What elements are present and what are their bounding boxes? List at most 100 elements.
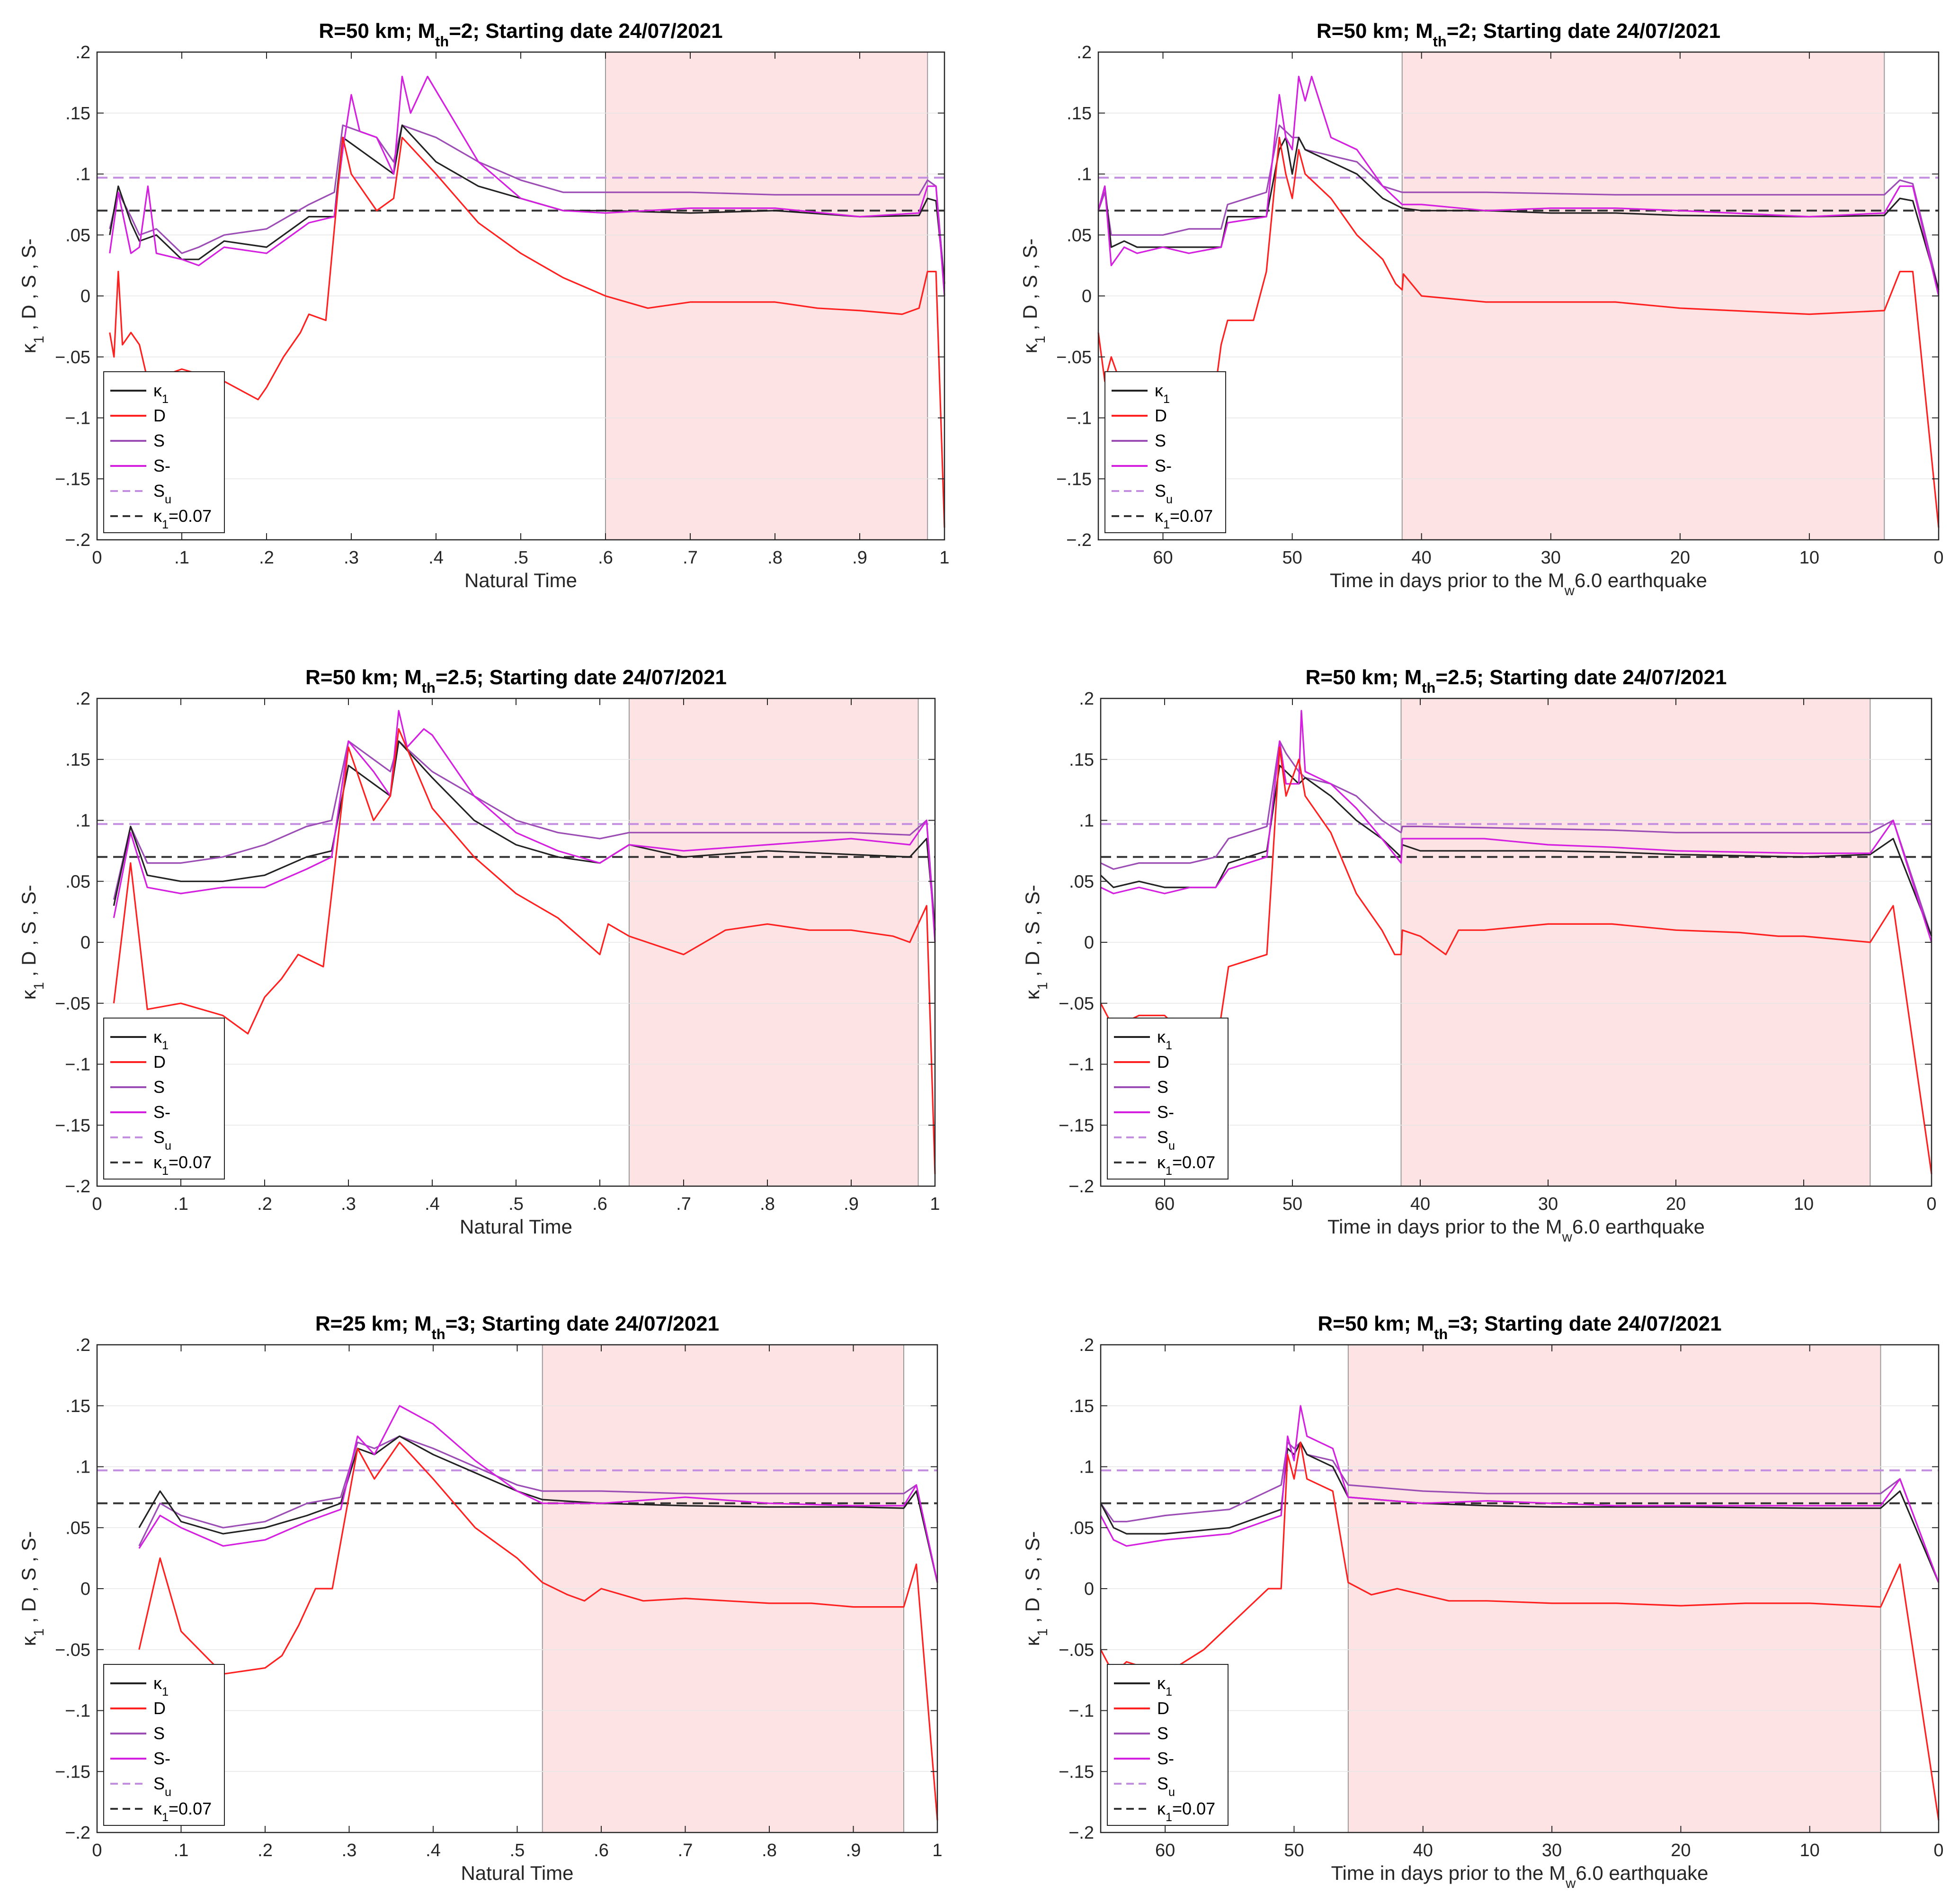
sminus-series-line [113,710,936,943]
y-tick-label: −.2 [1068,1823,1094,1843]
sminus-series-line [109,75,945,296]
x-tick-label: 30 [1542,1841,1562,1860]
legend-su-label: Su [1157,1127,1175,1153]
y-tick-label: −.05 [55,994,90,1014]
y-tick-label: .05 [65,872,90,892]
legend-su-label: Su [153,1127,171,1153]
y-tick-label: .15 [65,750,90,770]
x-tick-label: .6 [592,1194,607,1214]
x-tick-label: .3 [344,548,359,568]
y-axis-label-group: κ1 , D , S , S- [1021,885,1051,1000]
y-tick-label: 0 [1084,1579,1094,1599]
x-axis-label: Time in days prior to the Mw6.0 earthqua… [1330,569,1707,599]
legend-box [1104,371,1226,533]
y-tick-label: −.2 [65,530,90,550]
k1-series-line [113,740,936,930]
y-axis-label: κ1 , D , S , S- [1021,1531,1051,1646]
y-tick-label: .2 [1077,43,1092,63]
x-tick-label: 50 [1282,548,1302,568]
k1-series-line [1097,136,1940,290]
k1-series-line [138,1435,938,1583]
legend-box [103,1018,225,1180]
legend-k1-label: κ1 [1155,381,1170,406]
d-series-line [113,728,936,1174]
x-tick-label: .3 [341,1194,356,1214]
legend-s-label: S [153,1724,165,1743]
y-tick-label: .1 [1079,1457,1094,1477]
chart-panel-3: −.2 −.15 −.1 −.05 0 .05 .1 .15 .2 0 .1 .2 .3 .4 .5 .6 .7… [18,666,940,1238]
y-axis-label-group: κ1 , D , S , S- [18,885,47,1000]
legend-s-label: S [153,431,165,450]
legend-sminus-label: S- [153,1102,170,1122]
y-tick-label: .2 [75,43,90,63]
y-tick-label: .15 [65,104,90,124]
x-tick-label: .4 [428,548,444,568]
y-tick-label: .2 [1079,1335,1094,1355]
y-tick-label: .1 [1079,811,1094,831]
y-tick-label: .05 [1069,872,1094,892]
y-axis-label: κ1 , D , S , S- [18,885,47,1000]
x-tick-label: .1 [174,1841,189,1860]
legend-box [1107,1664,1229,1826]
y-axis-label-group: κ1 , D , S , S- [18,239,47,354]
y-tick-label: .1 [1077,165,1092,185]
x-tick-label: .5 [513,548,528,568]
s-series-line [109,124,945,284]
legend-d-label: D [153,1698,166,1718]
chart-title: R=50 km; Mth=2; Starting date 24/07/2021 [1317,19,1720,50]
sminus-series-line [138,1405,938,1583]
y-tick-label: −.2 [1068,1177,1094,1197]
legend-k1-label: κ1 [1157,1673,1172,1698]
y-axis-label: κ1 , D , S , S- [18,1531,47,1646]
x-tick-label: .7 [683,548,698,568]
chart-panel-2: −.2 −.15 −.1 −.05 0 .05 .1 .15 .2 60 50 40 30 20 10 0 R=… [1019,19,1944,599]
legend-sminus-label: S- [153,456,170,475]
x-tick-label: 10 [1794,1194,1814,1214]
legend-su-label: Su [153,1774,171,1799]
legend-k1-label: κ1 [153,1673,169,1698]
legend-k1-label: κ1 [1157,1027,1172,1052]
y-tick-label: −.1 [1068,1701,1094,1721]
y-tick-label: .15 [65,1396,90,1416]
y-tick-label: −.15 [1059,1116,1094,1135]
legend-k1-ref-label: κ1=0.07 [153,506,212,531]
x-tick-label: 60 [1155,1841,1175,1860]
y-axis-label-group: κ1 , D , S , S- [18,1531,47,1646]
y-tick-label: −.05 [55,1640,90,1660]
y-axis-label-group: κ1 , D , S , S- [1021,1531,1051,1646]
x-tick-label: .1 [174,548,189,568]
x-tick-label: .9 [844,1194,859,1214]
y-tick-label: −.05 [1059,994,1094,1014]
x-tick-label: 0 [1933,1841,1943,1860]
y-tick-label: −.1 [65,409,90,429]
y-tick-label: 0 [1084,933,1094,953]
x-tick-label: 20 [1671,1841,1691,1860]
chart-title: R=50 km; Mth=2.5; Starting date 24/07/20… [305,666,727,696]
x-tick-label: 1 [930,1194,940,1214]
chart-panel-4: −.2 −.15 −.1 −.05 0 .05 .1 .15 .2 60 50 40 30 20 10 0 R=… [1021,666,1937,1245]
k1-series-line [1100,1441,1940,1583]
legend-sminus-label: S- [1157,1749,1174,1768]
legend-box [103,371,225,533]
legend-d-label: D [1157,1052,1169,1072]
legend-d-label: D [1155,406,1167,425]
s-series-line [138,1435,938,1583]
x-tick-label: 10 [1799,548,1819,568]
x-tick-label: .2 [259,548,274,568]
chart-panel-5: −.2 −.15 −.1 −.05 0 .05 .1 .15 .2 0 .1 .2 .3 .4 .5 .6 .7… [18,1312,943,1884]
x-tick-label: 30 [1541,548,1561,568]
chart-title: R=50 km; Mth=3; Starting date 24/07/2021 [1318,1312,1721,1342]
chart-title: R=50 km; Mth=2; Starting date 24/07/2021 [319,19,722,50]
y-tick-label: .1 [75,811,90,831]
x-axis-label: Natural Time [460,1216,572,1238]
chart-title: R=25 km; Mth=3; Starting date 24/07/2021 [315,1312,719,1342]
y-tick-label: −.15 [55,1762,90,1782]
y-tick-label: .05 [65,1518,90,1538]
x-tick-label: 0 [1933,548,1943,568]
x-tick-label: 40 [1413,1841,1433,1860]
